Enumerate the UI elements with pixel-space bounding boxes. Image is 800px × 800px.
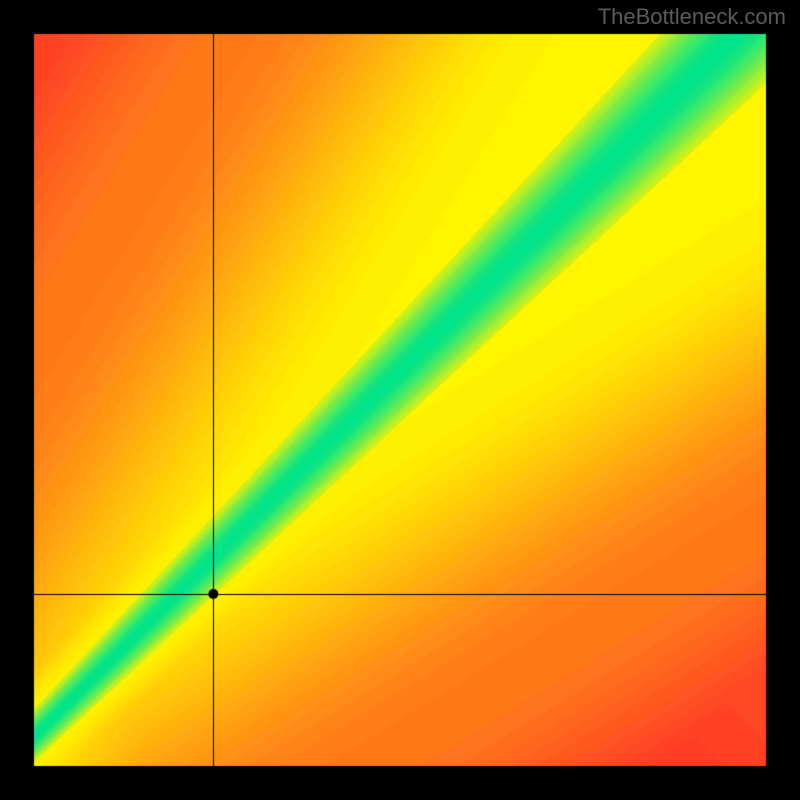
chart-container: TheBottleneck.com bbox=[0, 0, 800, 800]
watermark-text: TheBottleneck.com bbox=[598, 4, 786, 30]
heatmap-canvas bbox=[0, 0, 800, 800]
